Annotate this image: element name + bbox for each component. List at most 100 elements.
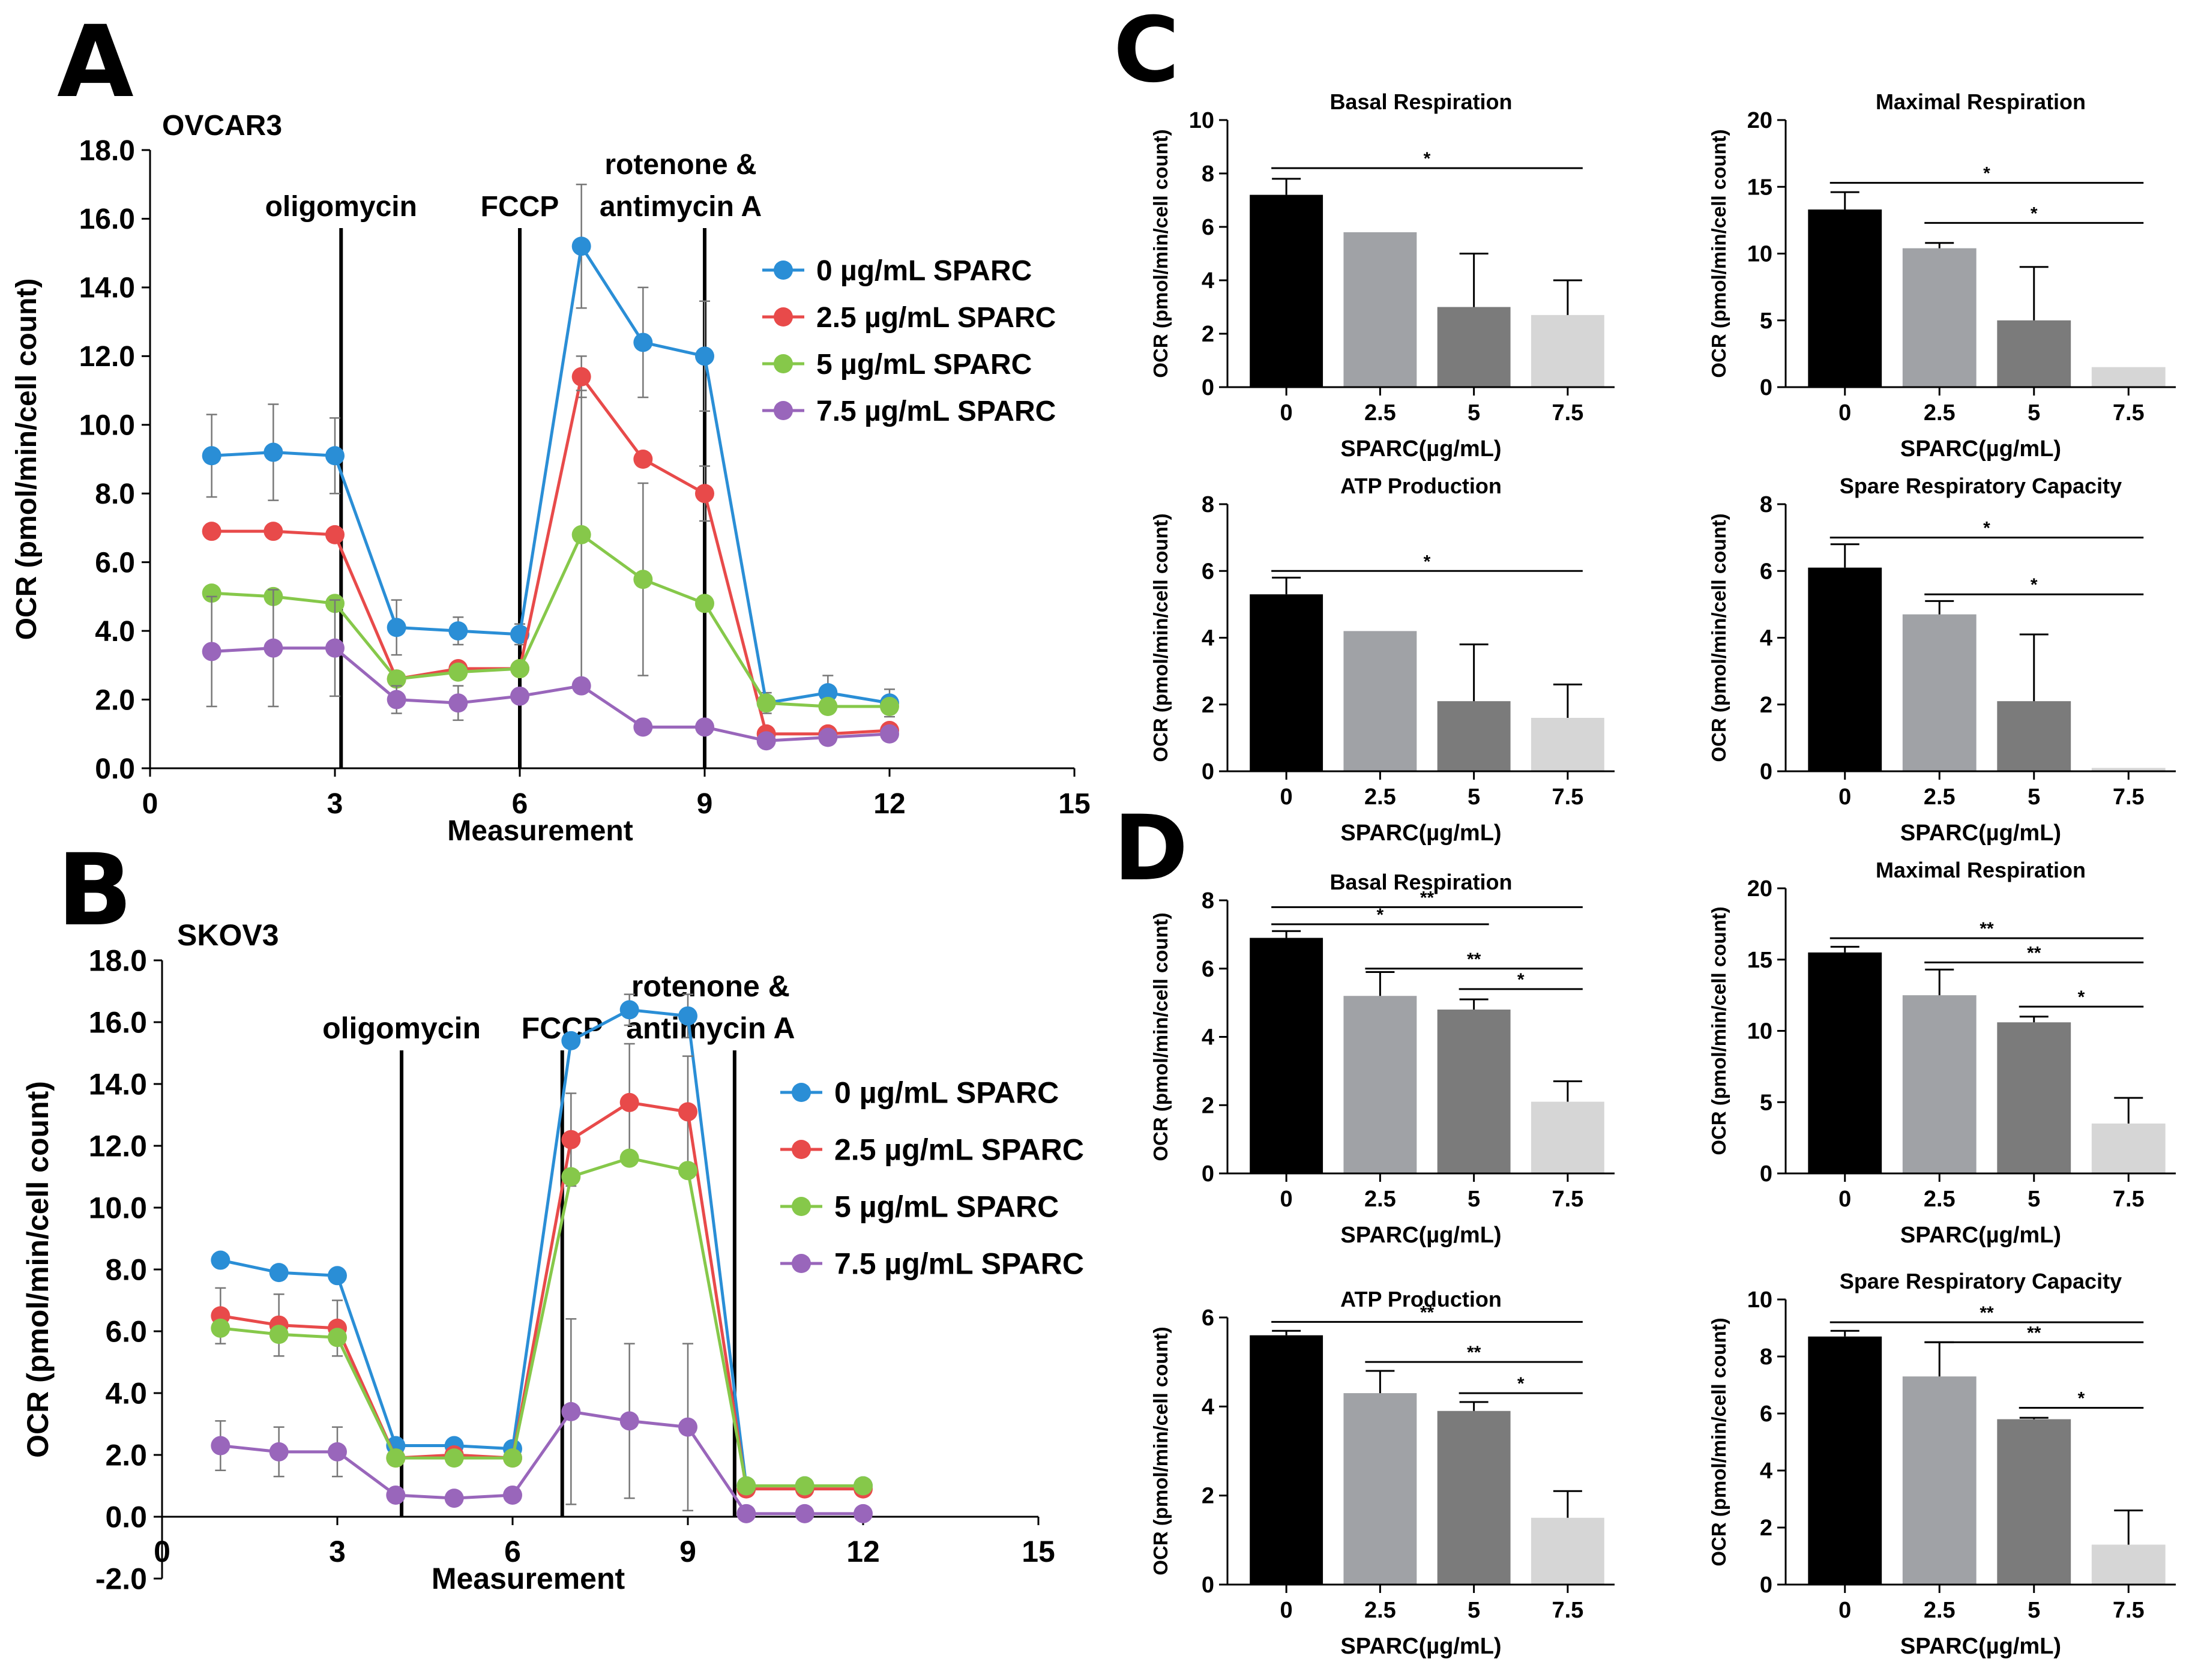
y-tick-label: 2: [1202, 1093, 1214, 1118]
data-point: [633, 717, 653, 737]
y-tick-label: 6: [1760, 1402, 1772, 1427]
x-tick-label: 12: [846, 1535, 880, 1568]
significance-label: *: [1517, 1374, 1525, 1394]
significance-label: *: [2031, 203, 2038, 223]
y-tick-label: 6: [1202, 1305, 1214, 1331]
data-point: [503, 1485, 522, 1505]
y-tick-label: 4: [1202, 1394, 1214, 1420]
significance-label: *: [1424, 552, 1431, 571]
y-tick-label: 4: [1760, 626, 1772, 651]
data-point: [211, 1436, 230, 1456]
x-tick-label: 6: [512, 788, 528, 820]
bar: [1437, 1411, 1511, 1585]
chart-c1: 0 2 4 6 8 10 0 2.5 5 7.5 SPARC(µg/mL) OCR (pmol/min…: [1149, 89, 1615, 462]
x-tick-label: 5: [1468, 1598, 1480, 1623]
significance-label: **: [1980, 1303, 1994, 1323]
x-axis-label: SPARC(µg/mL): [1900, 436, 2061, 462]
x-tick-label: 5: [1468, 1187, 1480, 1212]
chart-title: Spare Respiratory Capacity: [1840, 474, 2122, 498]
x-tick-label: 2.5: [1924, 784, 1956, 810]
chart-d1: 0 2 4 6 8 0 2.5 5 7.5 SPARC(µg/mL) OCR (pmol/min/c…: [1149, 870, 1615, 1248]
x-tick-label: 12: [873, 788, 905, 820]
significance-label: *: [1517, 970, 1525, 990]
significance-label: **: [1467, 1343, 1481, 1362]
x-axis-label: SPARC(µg/mL): [1340, 820, 1501, 846]
legend-label: 5 µg/mL SPARC: [834, 1190, 1059, 1224]
data-point: [325, 525, 345, 544]
y-tick-label: 15: [1747, 948, 1772, 973]
x-axis-label: SPARC(µg/mL): [1900, 1634, 2061, 1659]
x-axis-label: SPARC(µg/mL): [1900, 820, 2061, 846]
bar: [1997, 1022, 2071, 1173]
data-point: [736, 1504, 756, 1523]
legend-label: 7.5 µg/mL SPARC: [816, 396, 1056, 427]
significance-label: *: [1424, 149, 1431, 169]
chart-c4: 0 2 4 6 8 0 2.5 5 7.5 SPARC(µg/mL) OCR (pmol/min/c…: [1708, 474, 2176, 846]
bar: [1343, 996, 1417, 1173]
panel-label-a: A: [57, 4, 134, 119]
x-tick-label: 5: [1468, 784, 1480, 810]
data-point: [571, 676, 591, 696]
data-point: [202, 446, 221, 466]
bar: [1902, 1376, 1977, 1585]
bar: [1250, 194, 1323, 387]
y-axis-label: OCR (pmol/min/cell count): [1149, 129, 1172, 378]
bar: [1250, 1335, 1323, 1585]
bar: [1808, 567, 1882, 771]
y-tick-label: 8: [1202, 492, 1214, 517]
y-axis-label: OCR (pmol/min/cell count): [1708, 513, 1730, 762]
injection-label: oligomycin: [322, 1011, 481, 1045]
x-tick-label: 7.5: [1552, 1598, 1583, 1623]
x-tick-label: 2.5: [1924, 400, 1956, 426]
data-point: [795, 1504, 814, 1523]
data-point: [561, 1031, 581, 1050]
x-tick-label: 2.5: [1364, 400, 1396, 426]
chart-title: Basal Respiration: [1329, 89, 1512, 114]
data-point: [202, 642, 221, 661]
bar: [2091, 367, 2166, 387]
legend-marker: [774, 354, 793, 373]
y-axis-label: OCR (pmol/min/cell count): [1149, 513, 1172, 762]
data-point: [448, 662, 468, 682]
y-tick-label: 6.0: [105, 1315, 147, 1349]
data-point: [633, 570, 653, 589]
data-point: [448, 621, 468, 641]
x-tick-label: 3: [329, 1535, 346, 1568]
y-tick-label: 0.0: [105, 1501, 147, 1534]
series-line: [220, 1101, 863, 1491]
y-tick-label: 2: [1202, 1484, 1214, 1509]
y-tick-label: 8.0: [95, 478, 135, 510]
data-point: [756, 731, 776, 751]
x-tick-label: 9: [679, 1535, 696, 1568]
x-tick-label: 0: [142, 788, 158, 820]
data-point: [263, 638, 283, 658]
y-tick-label: 10.0: [79, 410, 135, 442]
y-tick-label: -2.0: [95, 1562, 147, 1596]
bar: [1902, 995, 1977, 1173]
x-tick-label: 0: [1280, 1187, 1293, 1212]
injection-label: rotenone &: [604, 149, 756, 181]
legend: 0 µg/mL SPARC 2.5 µg/mL SPARC 5 µg/mL SPAR…: [762, 255, 1056, 427]
x-tick-label: 2.5: [1924, 1187, 1956, 1212]
data-point: [328, 1266, 347, 1286]
series-3: [202, 589, 899, 751]
chart-title: OVCAR3: [162, 110, 282, 142]
y-tick-label: 10.0: [89, 1191, 147, 1225]
x-axis-label: SPARC(µg/mL): [1900, 1223, 2061, 1248]
data-point: [503, 1448, 522, 1468]
y-tick-label: 10: [1747, 1019, 1772, 1044]
injection-label: rotenone &: [631, 969, 790, 1003]
series-line: [211, 242, 890, 705]
bar: [1343, 1393, 1417, 1585]
data-point: [510, 686, 529, 706]
y-tick-label: 0: [1202, 1161, 1214, 1187]
data-point: [678, 1417, 697, 1437]
bar: [1997, 320, 2071, 387]
chart-b: -2.0 0.0 2.0 4.0 6.0 8.0 10.0 12.0 14.0 16.0 18.0 0…: [21, 918, 1084, 1596]
data-point: [202, 522, 221, 541]
series-3: [211, 1318, 873, 1523]
y-tick-label: 4: [1760, 1459, 1772, 1484]
y-tick-label: 2: [1202, 322, 1214, 347]
data-point: [633, 450, 653, 469]
